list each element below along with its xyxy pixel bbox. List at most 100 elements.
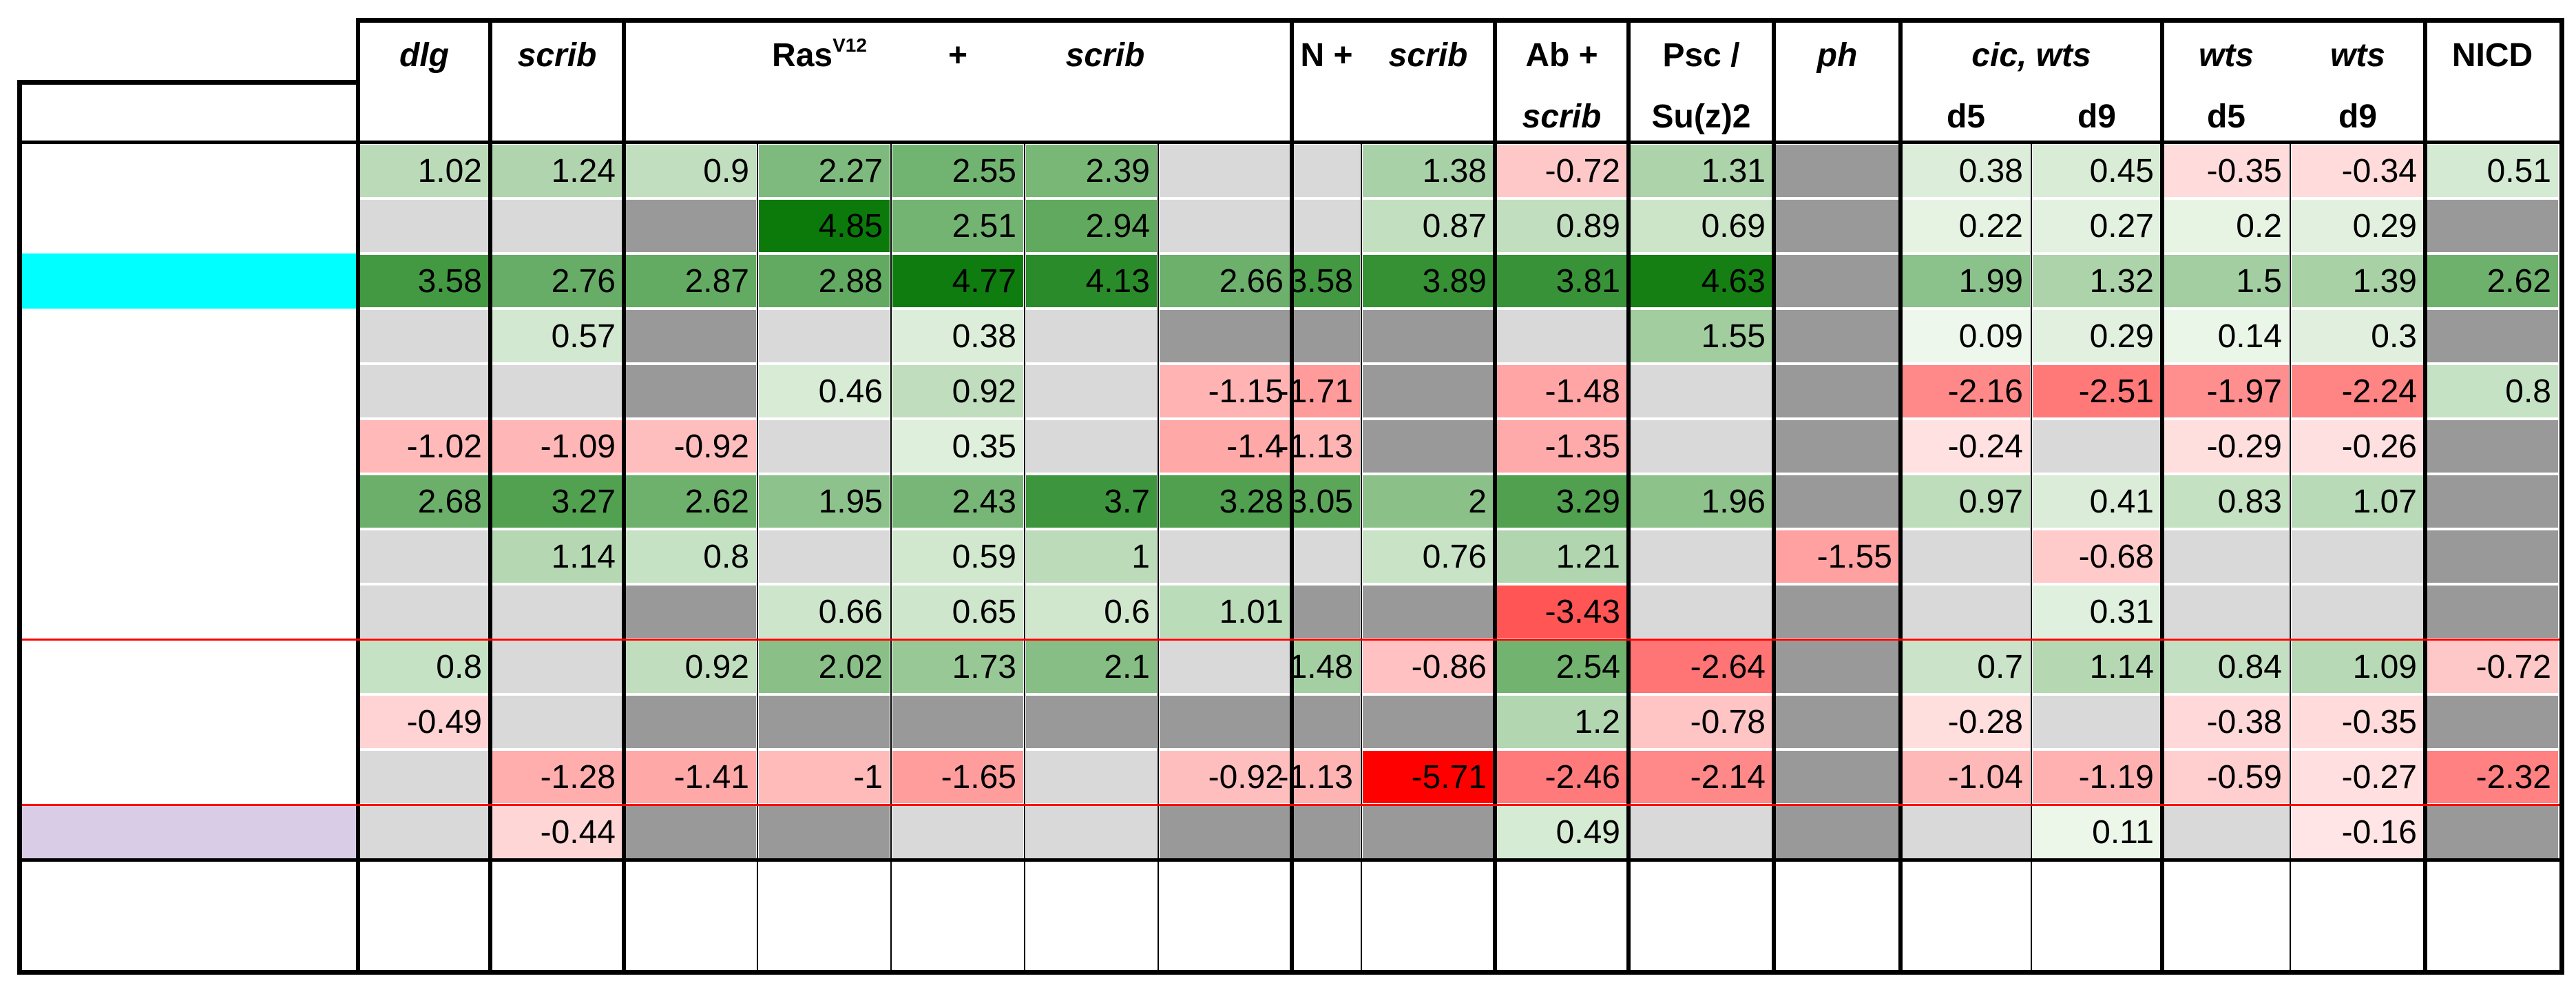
empty-cell — [358, 529, 490, 584]
heatmap-cell: 3.7 — [1025, 474, 1158, 529]
empty-cell — [490, 639, 624, 694]
heatmap-cell: -0.34 — [2290, 143, 2425, 198]
column-header: Su(z)2 — [1629, 90, 1774, 143]
empty-cell — [1774, 639, 1900, 694]
heatmap-cell: 1.02 — [358, 143, 490, 198]
heatmap-cell: -0.72 — [2425, 639, 2559, 694]
tissue-value — [624, 860, 757, 915]
row-label-keap1 — [21, 694, 358, 749]
empty-cell — [1629, 419, 1774, 474]
heatmap-cell: 0.51 — [2425, 143, 2559, 198]
heatmap-cell: 1.14 — [2031, 639, 2162, 694]
heatmap-cell: -1.15 — [1158, 364, 1292, 419]
group-separator — [22, 639, 2559, 641]
heatmap-cell: -1.4 — [1158, 419, 1292, 474]
column-header-label: Psc / — [1662, 37, 1740, 74]
empty-cell — [358, 364, 490, 419]
empty-cell — [1774, 749, 1900, 805]
empty-cell — [358, 805, 490, 860]
heatmap-cell: 0.38 — [1900, 143, 2031, 198]
column-header: d5 — [1900, 90, 2031, 143]
heatmap-cell: 1.73 — [891, 639, 1025, 694]
tissue-value — [757, 860, 891, 915]
empty-cell — [1774, 198, 1900, 253]
column-header: cic, wts — [1900, 21, 2162, 90]
empty-cell — [1774, 309, 1900, 364]
row-label-chinmo — [21, 253, 358, 309]
empty-cell — [1361, 694, 1495, 749]
cell-divider — [2290, 143, 2291, 860]
column-header: scrib — [490, 21, 624, 90]
tissue-value — [1158, 860, 1292, 915]
empty-cell — [2031, 419, 2162, 474]
cell-divider — [2290, 860, 2291, 970]
cell-divider — [757, 143, 758, 860]
heatmap-cell: -1.55 — [1774, 529, 1900, 584]
heatmap-cell: -1.97 — [2162, 364, 2290, 419]
heatmap-cell: 0.09 — [1900, 309, 2031, 364]
column-header-label: d9 — [2338, 98, 2377, 135]
tissue-value — [2162, 860, 2290, 915]
group-separator — [22, 804, 2559, 806]
heatmap-cell: 3.27 — [490, 474, 624, 529]
ref-value — [1774, 915, 1900, 970]
empty-cell — [1629, 529, 1774, 584]
ref-value — [2425, 915, 2559, 970]
heatmap-cell: 2.1 — [1025, 639, 1158, 694]
ref-value — [490, 915, 624, 970]
empty-cell — [1158, 309, 1292, 364]
heatmap-cell: 2.54 — [1495, 639, 1629, 694]
heatmap-cell: 0.8 — [358, 639, 490, 694]
row-label-zfh2 — [21, 419, 358, 474]
cell-divider — [1158, 143, 1159, 860]
heatmap-cell: 0.45 — [2031, 143, 2162, 198]
column-header-superscript: V12 — [833, 34, 867, 56]
column-header: Ras V12 — [730, 21, 909, 90]
column-header: d9 — [2031, 90, 2162, 143]
empty-cell — [1292, 584, 1361, 639]
empty-cell — [1361, 805, 1495, 860]
page-title — [21, 90, 358, 143]
heatmap-cell: 0.7 — [1900, 639, 2031, 694]
heatmap-cell: 0.27 — [2031, 198, 2162, 253]
heatmap-cell: 4.85 — [757, 198, 891, 253]
column-header-label: d5 — [1946, 98, 1985, 135]
heatmap-cell: -0.16 — [2290, 805, 2425, 860]
heatmap-cell: 0.83 — [2162, 474, 2290, 529]
heatmap-cell: -2.46 — [1495, 749, 1629, 805]
heatmap-cell: 0.6 — [1025, 584, 1158, 639]
ref-value — [1158, 915, 1292, 970]
column-header-label: Ras — [772, 37, 833, 74]
heatmap-cell: -0.49 — [358, 694, 490, 749]
tissue-value — [1774, 860, 1900, 915]
heatmap-cell: 0.9 — [624, 143, 757, 198]
heatmap-cell: -0.35 — [2290, 694, 2425, 749]
heatmap-cell: -0.24 — [1900, 419, 2031, 474]
empty-cell — [1495, 309, 1629, 364]
empty-cell — [757, 309, 891, 364]
column-header: wts — [2290, 21, 2425, 90]
heatmap-cell: 1.24 — [490, 143, 624, 198]
heatmap-cell: -1.19 — [2031, 749, 2162, 805]
heatmap-cell: 1.14 — [490, 529, 624, 584]
heatmap-cell: 1.38 — [1361, 143, 1495, 198]
empty-cell — [358, 584, 490, 639]
empty-cell — [624, 309, 757, 364]
heatmap-cell: 0.14 — [2162, 309, 2290, 364]
table-border — [17, 80, 358, 85]
cell-divider — [1024, 143, 1025, 860]
column-separator — [622, 18, 626, 973]
heatmap-cell: 2.62 — [624, 474, 757, 529]
heatmap-cell: -0.72 — [1495, 143, 1629, 198]
empty-cell — [624, 694, 757, 749]
column-header: wts — [2162, 21, 2290, 90]
tissue-label — [21, 860, 358, 915]
heatmap-cell: -1.65 — [891, 749, 1025, 805]
empty-cell — [1025, 419, 1158, 474]
ref-value — [1361, 915, 1495, 970]
heatmap-cell: 3.58 — [358, 253, 490, 309]
heatmap-cell: 0.66 — [757, 584, 891, 639]
heatmap-cell: -1.04 — [1900, 749, 2031, 805]
empty-cell — [1158, 529, 1292, 584]
heatmap-cell: -0.92 — [624, 419, 757, 474]
